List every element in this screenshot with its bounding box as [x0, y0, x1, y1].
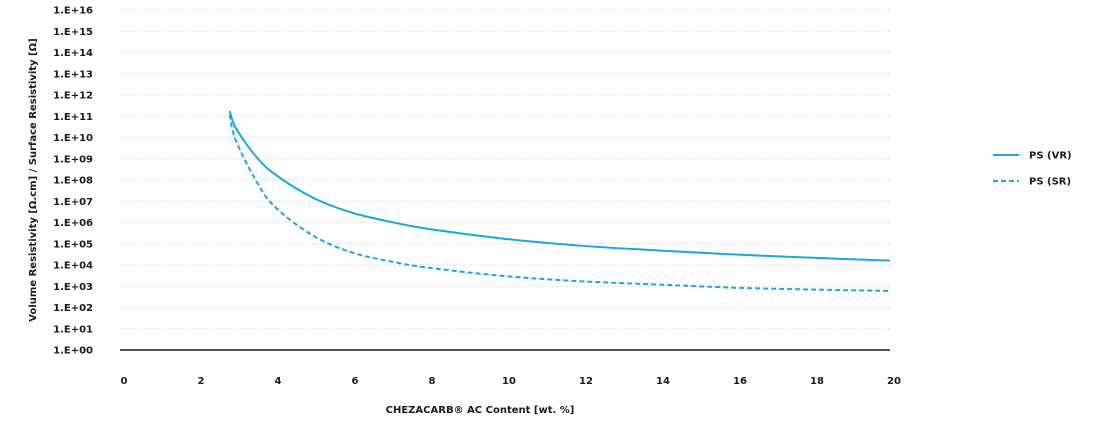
- x-axis-title: CHEZACARB® AC Content [wt. %]: [386, 405, 575, 416]
- legend-label: PS (VR): [1029, 151, 1072, 162]
- y-axis-title: Volume Resistivity [Ω.cm] / Surface Resi…: [28, 38, 39, 321]
- y-tick-label: 1.E+01: [53, 324, 93, 335]
- x-tick-label: 12: [579, 376, 593, 387]
- series-line-ps-vr: [228, 110, 891, 262]
- x-tick-label: 0: [121, 376, 128, 387]
- x-tick-label: 2: [198, 376, 205, 387]
- y-tick-label: 1.E+15: [53, 27, 93, 38]
- x-tick-label: 18: [810, 376, 824, 387]
- legend: PS (VR) PS (SR): [993, 151, 1072, 188]
- y-tick-label: 1.E+08: [53, 176, 93, 187]
- y-tick-label: 1.E+03: [53, 282, 93, 293]
- y-tick-label: 1.E+10: [53, 133, 93, 144]
- y-tick-label: 1.E+12: [53, 91, 93, 102]
- x-tick-label: 20: [887, 376, 901, 387]
- x-tick-label: 8: [429, 376, 436, 387]
- x-tick-label: 10: [502, 376, 516, 387]
- x-tick-label: 4: [275, 376, 282, 387]
- y-tick-label: 1.E+00: [53, 346, 93, 357]
- grid-lines: [120, 9, 890, 330]
- y-tick-label: 1.E+13: [53, 69, 93, 80]
- y-tick-label: 1.E+14: [53, 48, 93, 59]
- series-line-ps-sr: [228, 114, 891, 292]
- x-tick-label: 14: [656, 376, 670, 387]
- y-axis-ticks: 1.E+00 1.E+01 1.E+02 1.E+03 1.E+04 1.E+05 1.E+…: [53, 6, 93, 357]
- y-tick-label: 1.E+04: [53, 261, 93, 272]
- x-axis-ticks: 0 2 4 6 8 10 12 14 16 18 20: [121, 376, 901, 387]
- legend-label: PS (SR): [1029, 177, 1071, 188]
- y-tick-label: 1.E+07: [53, 197, 93, 208]
- y-tick-label: 1.E+09: [53, 154, 93, 165]
- y-tick-label: 1.E+06: [53, 218, 93, 229]
- x-tick-label: 16: [733, 376, 747, 387]
- y-tick-label: 1.E+02: [53, 303, 93, 314]
- y-tick-label: 1.E+05: [53, 239, 93, 250]
- y-tick-label: 1.E+16: [53, 6, 93, 17]
- x-tick-label: 6: [352, 376, 359, 387]
- series-lines: [228, 110, 891, 292]
- y-tick-label: 1.E+11: [53, 112, 93, 123]
